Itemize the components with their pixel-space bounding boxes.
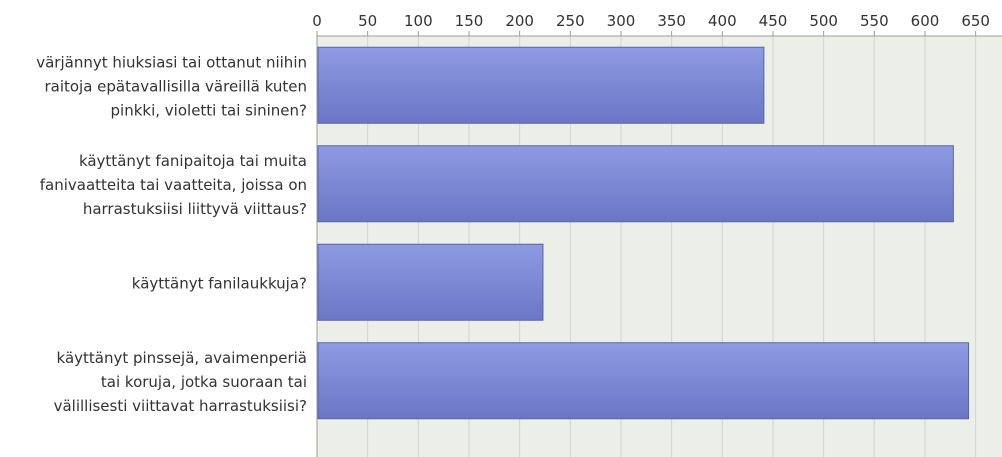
category-label-line: värjännyt hiuksiasi tai ottanut niihin — [36, 53, 307, 71]
category-label-line: käyttänyt pinssejä, avaimenperiä — [57, 349, 307, 367]
bar — [318, 47, 764, 123]
tick-label: 650 — [961, 12, 990, 30]
tick-label: 50 — [358, 12, 377, 30]
bar — [318, 343, 969, 419]
category-label-line: raitoja epätavallisilla väreillä kuten — [44, 77, 307, 95]
category-label-line: välillisesti viittavat harrastuksiisi? — [54, 397, 307, 415]
category-label-line: harrastuksiisi liittyvä viittaus? — [83, 200, 307, 218]
category-label: käyttänyt fanipaitoja tai muita fanivaatt… — [40, 152, 307, 218]
category-label-line: pinkki, violetti tai sininen? — [111, 101, 307, 119]
tick-label: 500 — [809, 12, 838, 30]
category-label-line: käyttänyt fanipaitoja tai muita — [79, 152, 307, 170]
bar — [318, 244, 543, 320]
category-labels: värjännyt hiuksiasi tai ottanut niihin ra… — [36, 53, 307, 415]
category-label: käyttänyt fanilaukkuja? — [132, 274, 307, 292]
tick-label: 450 — [759, 12, 788, 30]
category-label: käyttänyt pinssejä, avaimenperiä tai koru… — [54, 349, 307, 415]
x-axis-ticks: 0 50 100 150 200 250 300 350 400 450 500 550 600 650 — [312, 12, 990, 36]
tick-label: 350 — [657, 12, 686, 30]
tick-label: 550 — [860, 12, 889, 30]
tick-label: 200 — [505, 12, 534, 30]
tick-label: 600 — [911, 12, 940, 30]
category-label-line: tai koruja, jotka suoraan tai — [101, 373, 307, 391]
tick-label: 150 — [455, 12, 484, 30]
tick-label: 250 — [556, 12, 585, 30]
category-label-line: fanivaatteita tai vaatteita, joissa on — [40, 176, 307, 194]
category-label: värjännyt hiuksiasi tai ottanut niihin ra… — [36, 53, 307, 119]
tick-label: 400 — [708, 12, 737, 30]
category-label-line: käyttänyt fanilaukkuja? — [132, 274, 307, 292]
tick-label: 300 — [607, 12, 636, 30]
bar — [318, 146, 953, 222]
tick-label: 0 — [312, 12, 322, 30]
tick-label: 100 — [404, 12, 433, 30]
